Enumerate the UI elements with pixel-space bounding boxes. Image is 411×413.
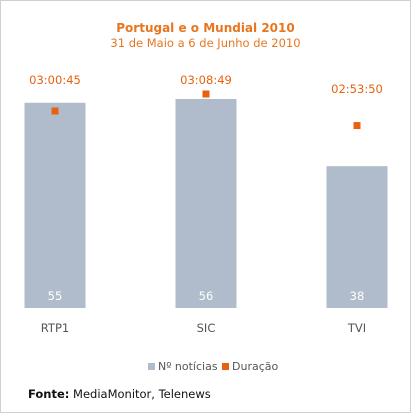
category-label-rtp1: RTP1 bbox=[41, 321, 69, 335]
duration-marker-tvi bbox=[353, 122, 361, 130]
legend-swatch-noticias bbox=[148, 363, 155, 370]
chart-subtitle: 31 de Maio a 6 de Junho de 2010 bbox=[110, 36, 301, 50]
duration-marker-rtp1 bbox=[51, 107, 59, 115]
source-label: Fonte: bbox=[28, 387, 70, 401]
legend-label-duracao: Duração bbox=[232, 360, 278, 373]
bar-tvi bbox=[326, 166, 388, 308]
duration-label-sic: 03:08:49 bbox=[180, 73, 232, 87]
chart-title: Portugal e o Mundial 2010 bbox=[116, 21, 295, 35]
bar-sic bbox=[175, 99, 237, 308]
category-label-sic: SIC bbox=[197, 321, 216, 335]
source-note: Fonte: MediaMonitor, Telenews bbox=[28, 387, 211, 401]
duration-label-tvi: 02:53:50 bbox=[331, 82, 383, 96]
bar-rtp1 bbox=[24, 102, 86, 308]
source-text: MediaMonitor, Telenews bbox=[73, 387, 211, 401]
bar-value-label: 38 bbox=[350, 289, 365, 303]
bar-value-label: 56 bbox=[199, 289, 214, 303]
bar-value-label: 55 bbox=[48, 289, 63, 303]
legend-swatch-duracao bbox=[222, 363, 229, 370]
category-label-tvi: TVI bbox=[347, 321, 366, 335]
legend-label-noticias: Nº notícias bbox=[158, 360, 218, 373]
duration-label-rtp1: 03:00:45 bbox=[29, 73, 81, 87]
duration-marker-sic bbox=[202, 90, 210, 98]
